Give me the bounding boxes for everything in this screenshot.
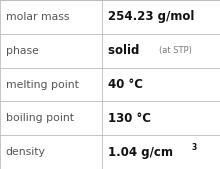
Text: melting point: melting point <box>6 79 78 90</box>
Text: boiling point: boiling point <box>6 113 73 123</box>
Text: molar mass: molar mass <box>6 12 69 22</box>
Text: (at STP): (at STP) <box>159 46 192 55</box>
Text: phase: phase <box>6 46 38 56</box>
Text: 3: 3 <box>192 143 197 152</box>
Text: 130 °C: 130 °C <box>108 112 151 125</box>
Text: 40 °C: 40 °C <box>108 78 143 91</box>
Text: 1.04 g/cm: 1.04 g/cm <box>108 146 173 159</box>
Text: 254.23 g/mol: 254.23 g/mol <box>108 10 194 23</box>
Text: solid: solid <box>108 44 147 57</box>
Text: density: density <box>6 147 45 157</box>
